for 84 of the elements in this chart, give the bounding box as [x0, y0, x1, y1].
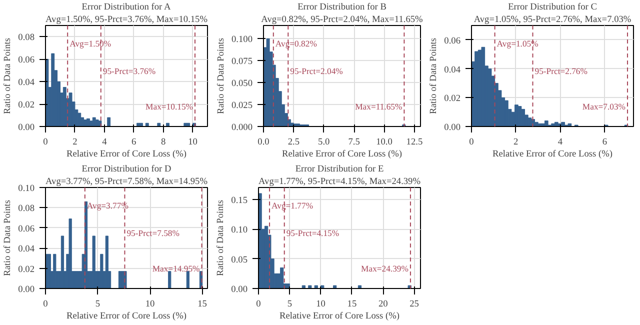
x-tick-label: 0 — [469, 138, 474, 148]
x-tick-label: 0 — [256, 300, 262, 310]
chart-title: Error Distribution for B — [298, 2, 386, 12]
x-tick-label: 5 — [287, 300, 292, 310]
chart-subtitle: Avg=1.50%, 95-Prct=3.76%, Max=10.15% — [46, 15, 208, 25]
y-tick-label: 0.08 — [18, 33, 35, 44]
y-tick-label: 0.050 — [232, 79, 253, 90]
x-tick-label: 20 — [378, 300, 388, 310]
ref-line-label: 95-Prct=7.58% — [126, 228, 180, 238]
chart-title: Error Distribution for A — [82, 2, 171, 12]
y-tick-label: 0.04 — [18, 78, 35, 88]
ref-line-label: Max=24.39% — [361, 263, 408, 274]
y-axis-title: Ratio of Data Points — [3, 38, 14, 114]
y-tick-label: 0.025 — [232, 101, 253, 112]
x-tick-label: 10 — [145, 300, 156, 310]
x-axis-title: Relative Error of Core Loss (%) — [66, 312, 186, 322]
y-tick-label: 0.04 — [18, 244, 35, 255]
ref-line-label: Max=11.65% — [355, 101, 402, 112]
x-tick-label: 15 — [347, 300, 357, 310]
x-tick-label: 6 — [132, 138, 137, 148]
y-tick-label: 0.00 — [18, 123, 35, 133]
y-tick-label: 0.00 — [18, 285, 35, 295]
y-tick-label: 0.05 — [231, 255, 248, 266]
y-tick-label: 0.10 — [231, 226, 248, 236]
x-tick-label: 10 — [188, 138, 198, 148]
y-tick-label: 0.02 — [18, 100, 35, 111]
y-tick-label: 0.00 — [444, 123, 461, 133]
ref-line-label: Avg=1.05% — [496, 38, 538, 49]
ref-line-label: Max=10.15% — [146, 101, 193, 112]
y-axis-title: Ratio of Data Points — [216, 38, 227, 114]
y-tick-label: 0.06 — [444, 36, 461, 46]
ref-line-label: Max=7.03% — [582, 101, 626, 112]
ref-line-label: Avg=1.77% — [272, 200, 314, 211]
ref-line-label: 95-Prct=2.04% — [290, 66, 343, 76]
x-tick-label: 15 — [198, 300, 208, 310]
x-tick-label: 8 — [160, 138, 166, 148]
y-tick-label: 0.06 — [18, 224, 35, 234]
x-axis-title: Relative Error of Core Loss (%) — [280, 312, 400, 322]
x-tick-label: 2 — [72, 138, 78, 148]
x-axis-title: Relative Error of Core Loss (%) — [66, 150, 186, 160]
y-tick-label: 0.15 — [231, 196, 248, 206]
chart-title: Error Distribution for C — [508, 2, 597, 12]
y-tick-label: 0.00 — [231, 285, 248, 295]
ref-line-label: 95-Prct=4.15% — [286, 228, 340, 238]
y-tick-label: 0.08 — [18, 204, 35, 214]
y-tick-label: 0.06 — [18, 56, 35, 66]
x-tick-label: 4 — [102, 138, 108, 148]
x-tick-label: 7.5 — [348, 138, 360, 148]
chart-subtitle: Avg=1.05%, 95-Prct=2.76%, Max=7.03% — [474, 15, 632, 25]
ref-line-label: Avg=0.82% — [275, 38, 317, 49]
y-tick-label: 0.02 — [18, 264, 35, 275]
y-tick-label: 0.100 — [232, 35, 253, 46]
x-tick-label: 12.5 — [406, 138, 423, 148]
y-tick-label: 0.000 — [232, 123, 253, 133]
x-tick-label: 4 — [558, 138, 563, 148]
x-tick-label: 10 — [316, 300, 326, 310]
x-axis-title: Relative Error of Core Loss (%) — [282, 150, 402, 160]
y-tick-label: 0.10 — [18, 184, 35, 194]
chart-subtitle: Avg=1.77%, 95-Prct=4.15%, Max=24.39% — [258, 177, 421, 187]
ref-line-label: Max=14.95% — [152, 263, 200, 274]
ref-line-label: 95-Prct=3.76% — [102, 66, 156, 76]
x-tick-label: 10.0 — [376, 138, 393, 148]
x-tick-label: 2.5 — [288, 138, 300, 148]
y-tick-label: 0.04 — [444, 65, 461, 76]
chart-subtitle: Avg=0.82%, 95-Prct=2.04%, Max=11.65% — [261, 15, 424, 25]
x-tick-label: 0 — [43, 138, 48, 148]
x-tick-label: 25 — [410, 300, 420, 310]
ref-line-label: Avg=1.50% — [70, 38, 112, 49]
x-tick-label: 5 — [95, 300, 100, 310]
chart-title: Error Distribution for E — [295, 164, 384, 174]
x-tick-label: 5.0 — [318, 138, 330, 148]
y-axis-title: Ratio of Data Points — [429, 38, 440, 114]
x-tick-label: 0.0 — [258, 138, 270, 148]
chart-title: Error Distribution for D — [82, 164, 172, 174]
y-tick-label: 0.02 — [444, 94, 461, 104]
y-axis-title: Ratio of Data Points — [216, 200, 226, 276]
y-tick-label: 0.075 — [232, 57, 253, 68]
ref-line-label: 95-Prct=2.76% — [534, 66, 588, 76]
x-tick-label: 0 — [43, 300, 48, 310]
y-axis-title: Ratio of Data Points — [3, 200, 14, 276]
chart-subtitle: Avg=3.77%, 95-Prct=7.58%, Max=14.95% — [46, 177, 208, 187]
x-tick-label: 6 — [602, 138, 608, 148]
x-axis-title: Relative Error of Core Loss (%) — [492, 150, 612, 160]
x-tick-label: 2 — [514, 138, 519, 148]
